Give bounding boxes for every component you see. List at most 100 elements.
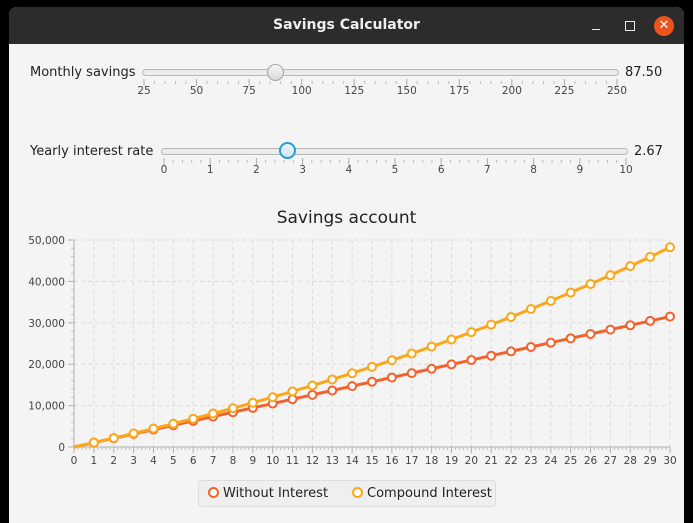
data-point <box>307 380 318 391</box>
svg-text:6: 6 <box>190 455 197 467</box>
svg-text:28: 28 <box>624 455 637 467</box>
slider-tick-label: 150 <box>396 85 417 97</box>
chart-legend: Without Interest Compound Interest <box>198 480 496 507</box>
data-point <box>486 350 497 361</box>
data-point <box>88 437 99 448</box>
svg-text:0: 0 <box>71 455 78 467</box>
data-point <box>605 324 616 335</box>
data-point <box>665 311 675 322</box>
data-point <box>506 311 517 322</box>
monthly-savings-value: 87.50 <box>625 65 663 80</box>
slider-tick-label: 2 <box>253 164 260 176</box>
data-point <box>406 348 417 359</box>
data-point <box>625 261 636 272</box>
data-point <box>446 359 457 370</box>
slider-tick-label: 250 <box>606 85 628 97</box>
slider-tick-label: 8 <box>530 164 537 176</box>
svg-text:19: 19 <box>445 455 458 467</box>
legend-label: Without Interest <box>223 486 329 501</box>
svg-text:3: 3 <box>130 455 137 467</box>
svg-text:17: 17 <box>405 455 418 467</box>
data-point <box>188 413 199 424</box>
svg-text:16: 16 <box>385 455 399 467</box>
slider-tick-label: 7 <box>484 164 491 176</box>
interest-rate-label: Yearly interest rate <box>30 144 154 159</box>
slider-tick-label: 50 <box>189 85 204 97</box>
svg-text:11: 11 <box>286 455 299 467</box>
data-point <box>367 376 377 387</box>
slider-tick-label: 100 <box>291 85 312 97</box>
svg-text:12: 12 <box>306 455 319 467</box>
data-point <box>327 385 338 396</box>
data-point <box>565 333 576 344</box>
svg-text:23: 23 <box>524 455 537 467</box>
svg-text:15: 15 <box>365 455 378 467</box>
data-point <box>545 337 556 348</box>
window-title: Savings Calculator <box>273 17 420 33</box>
slider-tick-label: 6 <box>437 164 445 176</box>
slider-tick-label: 75 <box>242 85 256 97</box>
minimize-button[interactable] <box>586 16 606 36</box>
monthly-savings-slider-thumb[interactable] <box>266 64 284 81</box>
svg-text:20,000: 20,000 <box>28 359 65 371</box>
chart-title: Savings account <box>276 208 417 228</box>
svg-text:0: 0 <box>58 442 65 454</box>
data-point <box>287 386 298 397</box>
maximize-button[interactable] <box>620 16 640 36</box>
svg-text:10,000: 10,000 <box>28 401 65 413</box>
svg-text:30: 30 <box>663 455 676 467</box>
svg-text:40,000: 40,000 <box>28 276 65 288</box>
monthly-savings-tick-marks <box>143 79 618 86</box>
svg-text:8: 8 <box>230 455 237 467</box>
data-point <box>426 341 437 352</box>
data-point <box>148 423 159 434</box>
data-point <box>386 355 397 366</box>
svg-text:27: 27 <box>604 455 617 467</box>
title-bar[interactable]: Savings Calculator ✕ <box>9 7 684 44</box>
slider-tick-label: 9 <box>576 164 584 176</box>
data-point <box>645 315 656 326</box>
data-point <box>585 328 596 339</box>
svg-text:18: 18 <box>425 455 438 467</box>
data-point <box>605 270 616 281</box>
data-point <box>545 295 556 306</box>
svg-text:29: 29 <box>643 455 656 467</box>
monthly-savings-slider-track[interactable] <box>142 69 619 76</box>
svg-text:9: 9 <box>249 455 256 467</box>
slider-tick-label: 125 <box>344 85 365 97</box>
slider-tick-label: 1 <box>206 164 214 176</box>
series-compound-interest <box>73 242 675 449</box>
data-point <box>426 363 437 374</box>
data-point <box>625 320 636 331</box>
svg-text:5: 5 <box>170 455 177 467</box>
interest-rate-slider-thumb[interactable] <box>278 142 296 159</box>
data-point <box>585 278 596 289</box>
legend-item-without-interest: Without Interest <box>208 486 328 501</box>
data-point <box>108 433 119 444</box>
data-point <box>347 368 358 379</box>
svg-text:2: 2 <box>110 455 117 467</box>
data-point <box>208 408 219 419</box>
interest-rate-slider-track[interactable] <box>161 148 628 155</box>
data-point <box>506 346 517 357</box>
slider-tick-label: 175 <box>449 85 470 97</box>
minimize-icon <box>592 28 600 30</box>
svg-text:22: 22 <box>504 455 517 467</box>
data-point <box>525 342 536 353</box>
legend-marker-icon <box>352 487 363 498</box>
data-point <box>446 334 457 345</box>
legend-marker-icon <box>208 487 219 498</box>
svg-text:1: 1 <box>91 455 98 467</box>
svg-text:4: 4 <box>150 455 157 467</box>
close-button[interactable]: ✕ <box>654 16 674 36</box>
svg-text:25: 25 <box>564 455 577 467</box>
data-point <box>525 304 536 315</box>
svg-text:10: 10 <box>266 455 279 467</box>
data-point <box>168 418 179 429</box>
svg-text:7: 7 <box>210 455 217 467</box>
data-point <box>347 381 358 392</box>
slider-tick-label: 4 <box>345 164 353 176</box>
monthly-savings-label: Monthly savings <box>30 65 136 80</box>
slider-tick-label: 200 <box>501 85 522 97</box>
